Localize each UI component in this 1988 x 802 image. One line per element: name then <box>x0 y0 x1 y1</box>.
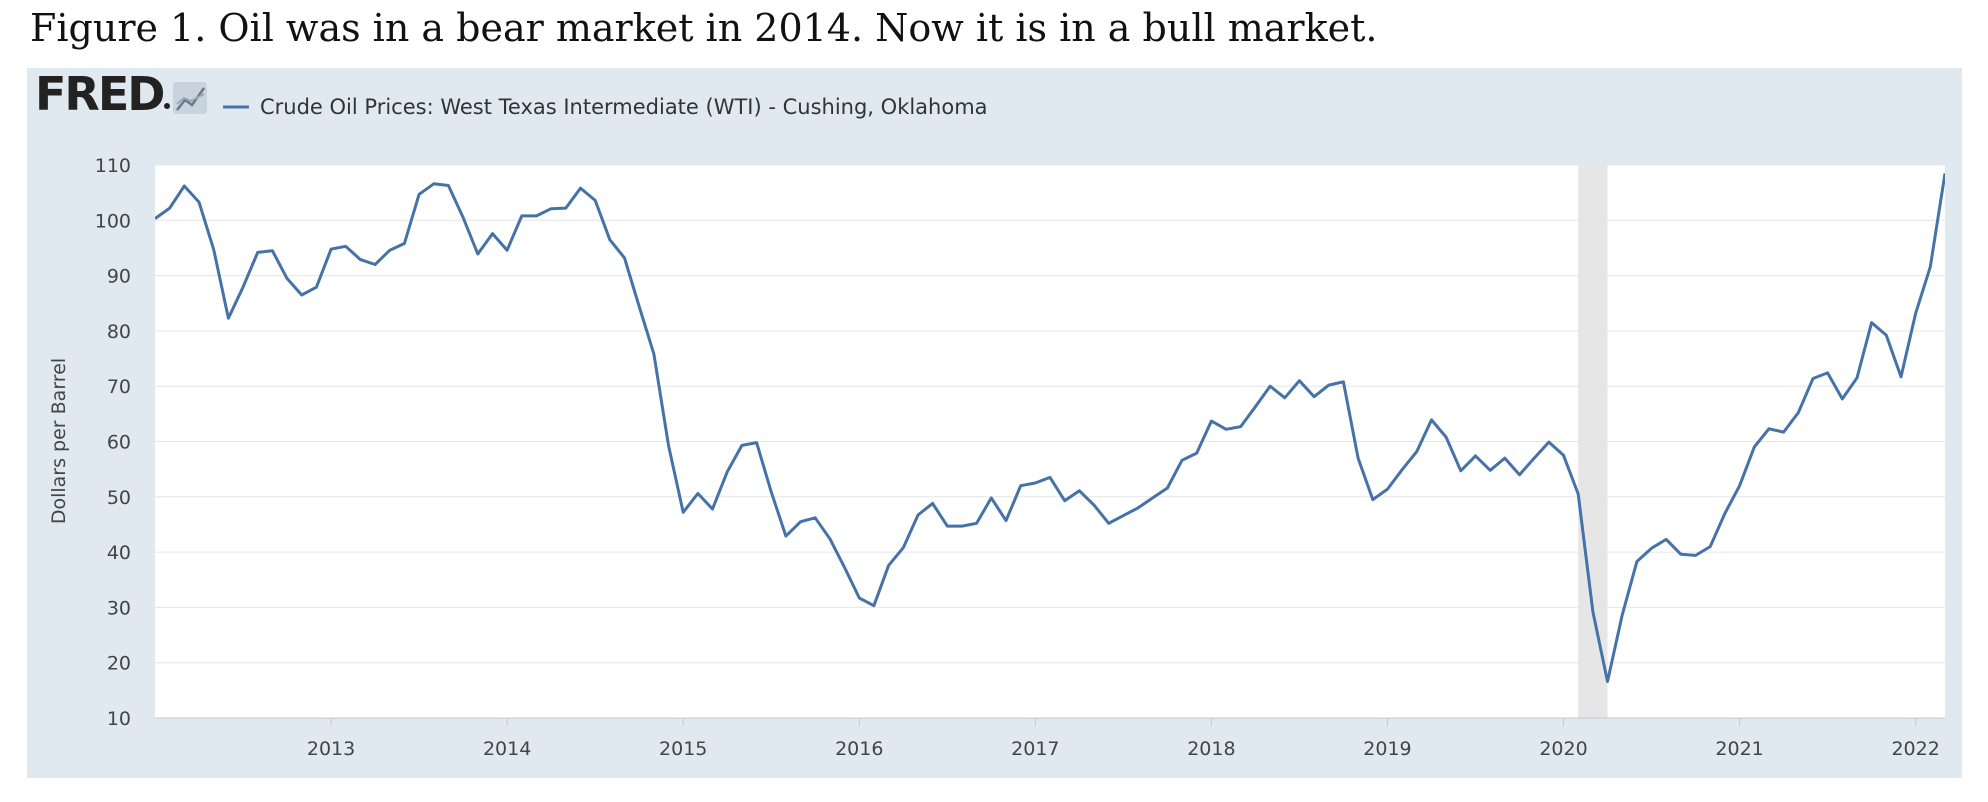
y-tick-label-20: 20 <box>107 653 131 675</box>
x-tick-label-2020: 2020 <box>1539 738 1587 760</box>
y-tick-label-70: 70 <box>107 376 131 398</box>
chart-line-icon <box>173 82 207 114</box>
x-tick-label-2018: 2018 <box>1187 738 1235 760</box>
y-tick-label-90: 90 <box>107 266 131 288</box>
x-tick-label-2022: 2022 <box>1891 738 1939 760</box>
series-layer <box>155 173 1945 683</box>
x-tick-label-2021: 2021 <box>1715 738 1763 760</box>
legend-series-name: Crude Oil Prices: West Texas Intermediat… <box>260 95 988 119</box>
fred-chart-panel: FRED Crude Oil Prices: West Texas Interm… <box>27 68 1962 778</box>
y-tick-label-100: 100 <box>95 210 131 232</box>
y-axis-title: Dollars per Barrel <box>48 358 70 524</box>
series-line-0 <box>155 173 1945 683</box>
x-tick-label-2016: 2016 <box>835 738 883 760</box>
line-chart: FRED Crude Oil Prices: West Texas Interm… <box>35 68 1945 760</box>
y-tick-label-60: 60 <box>107 432 131 454</box>
y-tick-label-40: 40 <box>107 542 131 564</box>
y-tick-label-80: 80 <box>107 321 131 343</box>
x-axis-ticks: 2013 2014 2015 2016 2017 2018 2019 2020 2021 2022 <box>307 718 1940 760</box>
fred-logo[interactable]: FRED <box>35 68 170 121</box>
x-tick-label-2019: 2019 <box>1363 738 1411 760</box>
y-axis-ticks: 10 20 30 40 50 60 70 80 90 100 110 <box>95 155 131 730</box>
y-tick-label-110: 110 <box>95 155 131 177</box>
y-tick-label-10: 10 <box>107 708 131 730</box>
figure-caption: Figure 1. Oil was in a bear market in 20… <box>30 6 1378 50</box>
fred-logo-text: FRED <box>35 68 163 121</box>
y-tick-label-30: 30 <box>107 597 131 619</box>
x-tick-label-2017: 2017 <box>1011 738 1059 760</box>
y-tick-label-50: 50 <box>107 487 131 509</box>
fred-logo-dot <box>164 103 170 109</box>
legend: Crude Oil Prices: West Texas Intermediat… <box>223 95 988 119</box>
x-tick-label-2013: 2013 <box>307 738 355 760</box>
x-tick-label-2015: 2015 <box>659 738 707 760</box>
x-tick-label-2014: 2014 <box>483 738 531 760</box>
